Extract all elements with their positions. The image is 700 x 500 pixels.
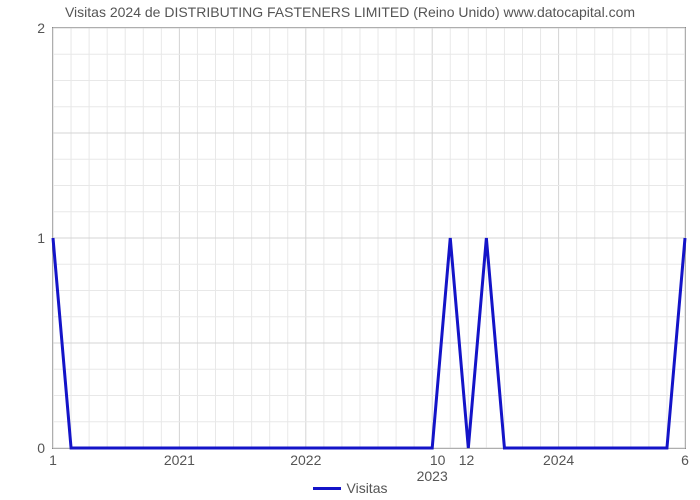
chart-title: Visitas 2024 de DISTRIBUTING FASTENERS L… [0,4,700,20]
x-tick-label: 2022 [290,452,321,468]
line-series-visitas [53,28,685,448]
y-tick-label: 1 [37,230,45,246]
x-tick-label: 2021 [164,452,195,468]
x-tick-label: 6 [681,452,689,468]
legend: Visitas [0,480,700,496]
legend-swatch [313,487,341,490]
plot-area: 0121202120221012202320246 [52,27,686,449]
y-tick-label: 2 [37,20,45,36]
y-tick-label: 0 [37,440,45,456]
x-tick-label: 2024 [543,452,574,468]
x-tick-label: 10 [430,452,446,468]
x-tick-label: 1 [49,452,57,468]
x-tick-label: 12 [459,452,475,468]
legend-label: Visitas [347,480,388,496]
